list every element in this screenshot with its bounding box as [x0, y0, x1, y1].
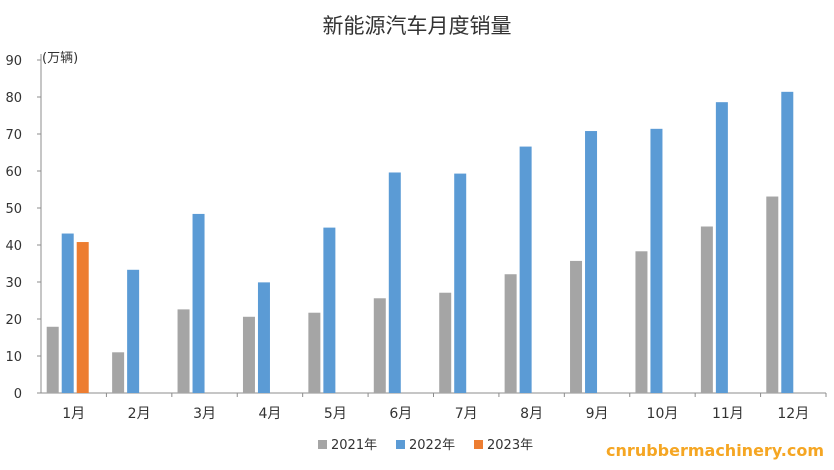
- y-tick-label: 10: [5, 350, 22, 365]
- bar-2021年-8月: [504, 274, 517, 393]
- bar-2021年-10月: [635, 251, 648, 393]
- watermark: cnrubbermachinery.com: [606, 441, 824, 460]
- chart-title: 新能源汽车月度销量: [322, 14, 512, 38]
- bar-2021年-7月: [439, 292, 452, 393]
- bar-2022年-1月: [61, 233, 74, 393]
- x-tick-label: 5月: [324, 406, 347, 422]
- x-tick-label: 8月: [520, 406, 543, 422]
- bar-2022年-12月: [781, 91, 794, 393]
- bar-2021年-1月: [46, 326, 59, 393]
- bar-2021年-11月: [700, 226, 713, 393]
- bar-2022年-10月: [650, 128, 663, 393]
- x-tick-label: 7月: [455, 406, 478, 422]
- y-tick-label: 30: [5, 276, 22, 291]
- x-tick-label: 1月: [62, 406, 85, 422]
- y-unit-label: (万辆): [42, 51, 78, 66]
- x-tick-label: 12月: [777, 406, 809, 422]
- x-tick-label: 4月: [258, 406, 281, 422]
- bar-2022年-5月: [323, 227, 336, 393]
- bar-2021年-5月: [308, 312, 321, 393]
- bar-2021年-9月: [570, 260, 583, 393]
- y-tick-label: 50: [5, 202, 22, 217]
- bar-2021年-12月: [766, 196, 779, 393]
- bar-2022年-6月: [388, 172, 401, 393]
- x-tick-label: 9月: [586, 406, 609, 422]
- bar-2021年-3月: [177, 309, 190, 393]
- bar-2021年-4月: [242, 316, 255, 393]
- bar-2022年-8月: [519, 146, 532, 393]
- legend-swatch-2021年: [318, 440, 327, 449]
- legend-label: 2023年: [487, 438, 533, 453]
- bar-2022年-4月: [257, 282, 270, 393]
- bar-2023年-1月: [76, 242, 89, 393]
- bar-2022年-3月: [192, 213, 205, 393]
- bar-2022年-7月: [454, 173, 467, 393]
- legend-swatch-2022年: [396, 440, 405, 449]
- x-tick-label: 3月: [193, 406, 216, 422]
- y-tick-label: 20: [5, 313, 22, 328]
- y-tick-label: 80: [5, 91, 22, 106]
- y-tick-label: 60: [5, 165, 22, 180]
- x-tick-label: 6月: [389, 406, 412, 422]
- x-tick-label: 2月: [128, 406, 151, 422]
- bar-2021年-6月: [373, 298, 386, 393]
- legend-label: 2022年: [409, 438, 455, 453]
- y-tick-label: 40: [5, 239, 22, 254]
- legend-swatch-2023年: [474, 440, 483, 449]
- bar-2021年-2月: [112, 352, 125, 393]
- bar-2022年-11月: [715, 102, 728, 394]
- bar-2022年-2月: [127, 269, 140, 393]
- x-tick-label: 10月: [647, 406, 679, 422]
- y-tick-label: 70: [5, 128, 22, 143]
- y-tick-label: 90: [5, 54, 22, 69]
- y-tick-label: 0: [14, 387, 22, 402]
- x-tick-label: 11月: [712, 406, 744, 422]
- bar-2022年-9月: [585, 131, 598, 394]
- legend-label: 2021年: [331, 438, 377, 453]
